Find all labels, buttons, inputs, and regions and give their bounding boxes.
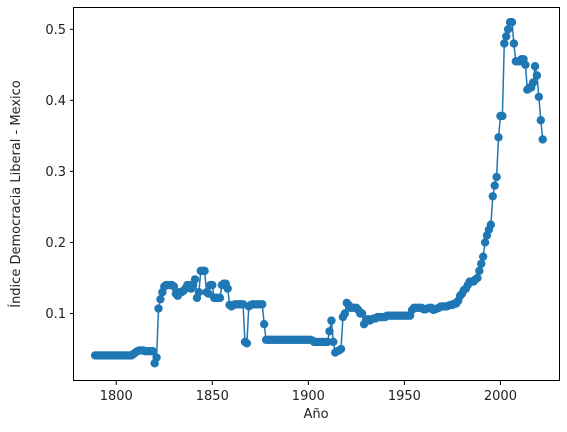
data-point xyxy=(534,92,544,102)
data-point xyxy=(530,62,540,71)
data-point xyxy=(152,353,161,362)
data-point xyxy=(473,273,482,283)
x-tick-label: 1850 xyxy=(196,389,229,404)
data-point xyxy=(478,252,488,261)
x-tick-label: 1900 xyxy=(292,389,325,404)
data-point xyxy=(208,280,217,290)
data-point xyxy=(486,220,496,229)
x-axis-label: Año xyxy=(303,407,328,422)
data-point xyxy=(536,116,545,125)
data-point xyxy=(327,316,336,325)
data-point xyxy=(323,337,332,347)
data-point xyxy=(169,282,179,291)
data-point xyxy=(242,339,252,348)
data-point xyxy=(258,300,267,309)
y-tick-label: 0.3 xyxy=(45,165,66,180)
data-point xyxy=(538,135,547,144)
data-point xyxy=(503,25,513,34)
y-axis: 0.1 0.2 0.3 0.4 0.5 xyxy=(45,23,74,322)
data-point xyxy=(156,295,165,304)
y-tick-label: 0.4 xyxy=(45,94,66,109)
x-tick-label: 1800 xyxy=(100,389,133,404)
data-point xyxy=(325,327,334,336)
data-point xyxy=(336,344,346,354)
data-point xyxy=(507,18,517,27)
data-point xyxy=(528,78,538,87)
data-point xyxy=(340,309,350,318)
data-point xyxy=(259,319,269,329)
data-point xyxy=(190,275,200,284)
data-point xyxy=(194,287,204,297)
data-point xyxy=(329,337,338,347)
data-point xyxy=(475,266,484,276)
data-point xyxy=(215,293,225,303)
data-point xyxy=(223,284,232,293)
plot-area-frame xyxy=(73,7,560,381)
data-point xyxy=(500,39,509,48)
data-point xyxy=(488,192,497,201)
data-point xyxy=(200,266,209,276)
data-point xyxy=(148,346,157,356)
x-tick-label: 2000 xyxy=(484,389,517,404)
y-tick-label: 0.2 xyxy=(45,236,66,251)
data-point xyxy=(509,39,519,48)
data-point xyxy=(498,111,507,121)
y-axis-label: Índice Democracia Liberal - Mexico xyxy=(8,80,24,308)
data-point xyxy=(494,133,503,142)
data-point xyxy=(490,181,499,190)
series-markers xyxy=(90,18,547,368)
x-axis: 1800 1850 1900 1950 2000 xyxy=(100,381,517,404)
data-point xyxy=(154,304,163,313)
data-point xyxy=(204,289,213,298)
x-tick-label: 1950 xyxy=(388,389,421,404)
data-point xyxy=(521,60,530,70)
data-point xyxy=(492,172,501,182)
y-tick-label: 0.1 xyxy=(45,307,66,322)
data-point xyxy=(357,309,367,318)
data-point xyxy=(502,32,511,41)
data-point xyxy=(480,238,490,247)
data-point xyxy=(477,259,486,268)
y-tick-label: 0.5 xyxy=(45,23,66,38)
data-point xyxy=(532,71,542,80)
